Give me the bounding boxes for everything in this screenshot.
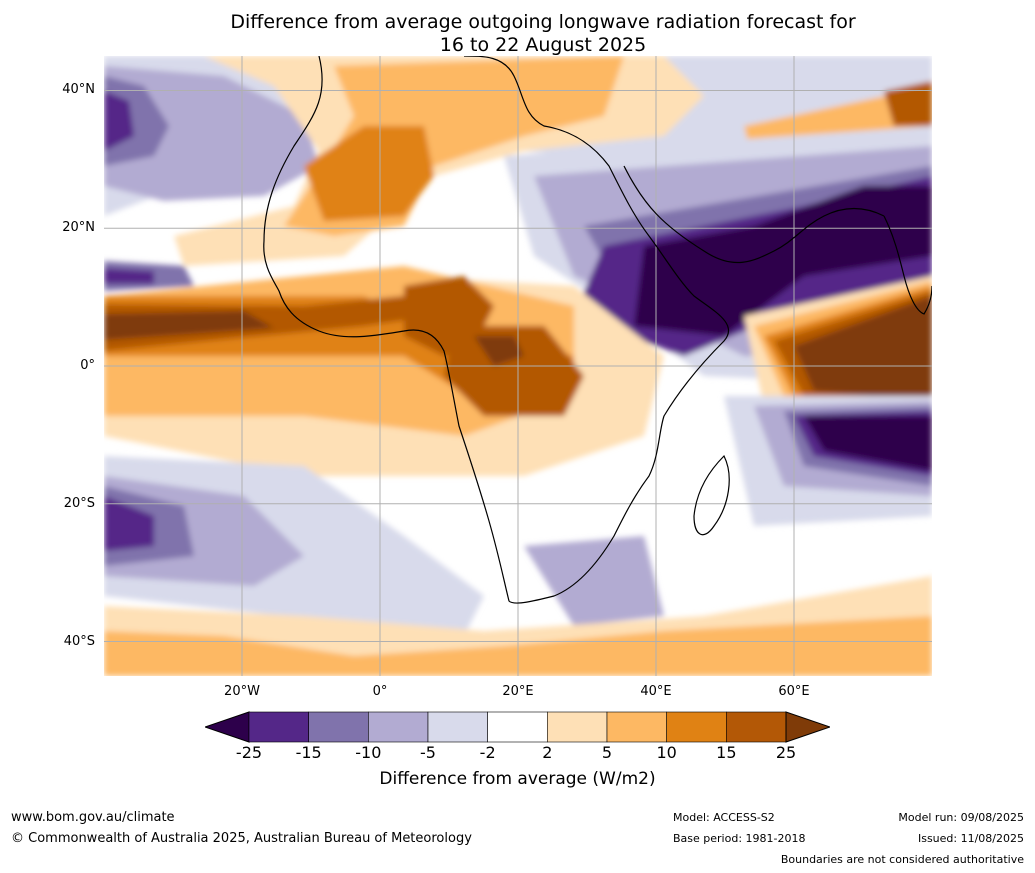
lat-tick-label: 20°S: [63, 495, 95, 511]
anomaly-region-south-indian-core: [804, 416, 932, 471]
colorbar-swatch: [547, 711, 608, 743]
model-name: Model: ACCESS-S2: [673, 811, 775, 824]
anomaly-region-east-med-core: [884, 81, 932, 126]
colorbar-swatch: [726, 711, 787, 743]
lon-tick-label: 0°: [372, 684, 388, 699]
colorbar-tick-label: -2: [479, 743, 496, 762]
colorbar-label: Difference from average (W/m2): [379, 769, 656, 789]
model-run-date: Model run: 09/08/2025: [898, 811, 1024, 824]
website-link[interactable]: www.bom.gov.au/climate: [11, 810, 175, 825]
africa-coastline: [263, 56, 730, 604]
lat-tick-label: 20°N: [62, 220, 95, 236]
colorbar-extend-high: [785, 711, 832, 743]
colorbar-swatch: [248, 711, 309, 743]
anomaly-region-congo-hot: [474, 336, 524, 366]
colorbar-tick-label: -15: [295, 743, 322, 762]
colorbar-swatch: [606, 711, 667, 743]
anomaly-region-south-africa-lavender: [524, 536, 664, 626]
lon-tick-label: 60°E: [778, 684, 810, 699]
anomaly-region-north-atlantic-core: [104, 91, 134, 151]
copyright-text: © Commonwealth of Australia 2025, Austra…: [11, 831, 472, 846]
colorbar-swatch: [427, 711, 488, 743]
colorbar-swatch: [487, 711, 548, 743]
anomaly-region-sahara-mid: [304, 126, 434, 221]
colorbar-tick-label: 25: [775, 743, 797, 762]
lon-tick-label: 40°E: [640, 684, 672, 699]
india-coastline: [883, 215, 932, 315]
colorbar: [203, 710, 832, 744]
colorbar-swatch: [368, 711, 429, 743]
anomaly-region-congo-core: [444, 326, 584, 416]
lat-tick-label: 0°: [80, 358, 95, 373]
madagascar-coastline: [693, 454, 730, 536]
lon-tick-label: 20°W: [224, 684, 260, 699]
anomaly-region-atlantic-hotspot: [104, 311, 274, 340]
colorbar-tick-label: 15: [716, 743, 737, 762]
chart-title-line-2: 16 to 22 August 2025: [439, 34, 647, 56]
colorbar-tick-label: 5: [601, 743, 613, 762]
arabia-coastline: [623, 165, 885, 264]
chart-title-line-1: Difference from average outgoing longwav…: [230, 11, 856, 33]
lon-tick-label: 20°E: [502, 684, 534, 699]
anomaly-region-north-atlantic-purple: [104, 66, 319, 201]
colorbar-tick-label: -25: [235, 743, 263, 762]
colorbar-swatch: [308, 711, 369, 743]
colorbar-tick-label: 10: [656, 743, 677, 762]
anomaly-region-indian-ocean-hot: [794, 296, 932, 401]
colorbar-tick-label: -10: [355, 743, 382, 762]
colorbar-swatch: [666, 711, 727, 743]
anomaly-region-west-sahel-deep: [104, 268, 154, 284]
anomaly-region-atlantic-core: [104, 296, 434, 351]
anomaly-map: [104, 56, 932, 676]
base-period: Base period: 1981-2018: [673, 832, 806, 845]
boundaries-disclaimer: Boundaries are not considered authoritat…: [780, 853, 1024, 866]
issued-date: Issued: 11/08/2025: [917, 832, 1024, 845]
colorbar-extend-low: [203, 711, 250, 743]
anomaly-region-horn-core: [634, 186, 932, 336]
lat-tick-label: 40°S: [63, 633, 95, 649]
anomaly-region-south-atlantic-deep: [104, 496, 154, 551]
lat-tick-label: 40°N: [62, 82, 95, 98]
colorbar-tick-label: 2: [542, 743, 553, 762]
colorbar-tick-label: -5: [420, 743, 436, 762]
